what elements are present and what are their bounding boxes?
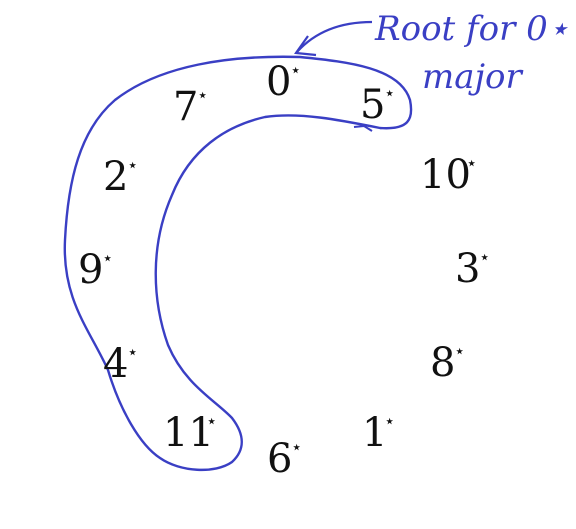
annotation-line-2: major [422,57,524,97]
node-label: 4 [103,341,128,387]
node-11: 11 ⋆ [163,410,217,456]
node-4: 4 ⋆ [103,341,138,387]
node-7: 7 ⋆ [173,84,208,130]
node-label: 3 [455,246,480,292]
node-star: ⋆ [384,83,395,104]
node-5: 5 ⋆ [360,82,395,128]
node-6: 6 ⋆ [267,436,302,482]
annotation-line-1: Root for 0⋆ [374,9,569,49]
node-2: 2 ⋆ [103,154,138,200]
node-label: 8 [430,340,455,386]
annotation-arrow [296,20,373,53]
node-label: 11 [163,410,214,456]
node-10: 10 ⋆ [420,152,477,198]
highlight-region-outline [63,55,413,472]
annotation-arrowhead [294,35,317,57]
node-star: ⋆ [466,153,477,174]
node-star: ⋆ [291,437,302,458]
node-3: 3 ⋆ [455,246,490,292]
node-label: 9 [78,247,103,293]
node-label: 5 [360,82,385,128]
node-star: ⋆ [290,60,301,81]
node-star: ⋆ [127,342,138,363]
node-star: ⋆ [102,248,113,269]
node-label: 10 [420,152,471,198]
node-label: 7 [173,84,198,130]
node-8: 8 ⋆ [430,340,465,386]
node-star: ⋆ [197,85,208,106]
node-star: ⋆ [384,411,395,432]
node-star: ⋆ [454,341,465,362]
highlight-tick [353,124,373,132]
node-0: 0 ⋆ [266,59,301,105]
node-star: ⋆ [127,155,138,176]
node-label: 0 [266,59,291,105]
node-1: 1 ⋆ [362,410,395,456]
node-star: ⋆ [479,247,490,268]
node-9: 9 ⋆ [78,247,113,293]
node-star: ⋆ [206,411,217,432]
node-label: 1 [362,410,387,456]
node-label: 2 [103,154,128,200]
node-label: 6 [267,436,292,482]
